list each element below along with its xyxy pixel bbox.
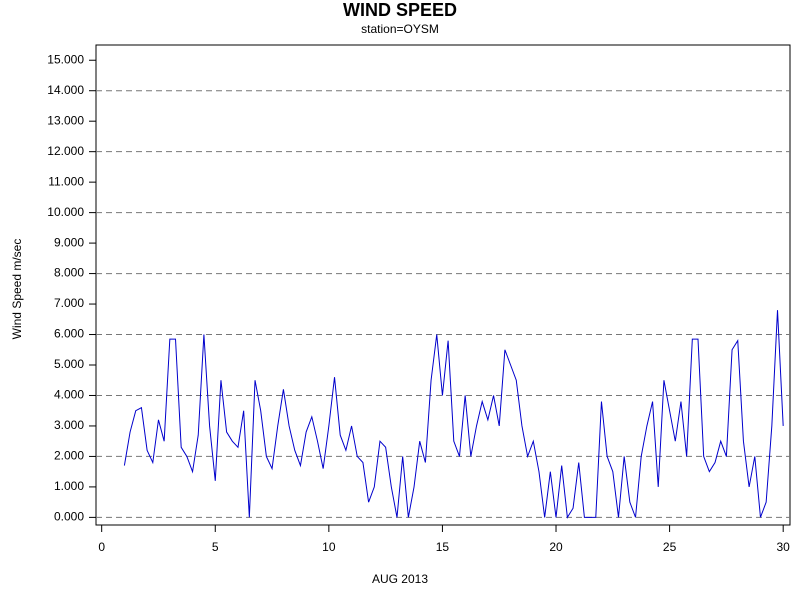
y-tick-label: 11.000 <box>48 174 84 188</box>
y-tick-label: 2.000 <box>54 449 84 463</box>
x-tick-label: 20 <box>549 540 563 554</box>
y-tick-label: 15.000 <box>47 52 84 66</box>
y-tick-label: 1.000 <box>54 479 84 493</box>
chart-subtitle: station=OYSM <box>361 22 439 36</box>
y-tick-label: 3.000 <box>54 418 84 432</box>
x-axis-label: AUG 2013 <box>372 572 428 586</box>
y-tick-label: 5.000 <box>54 357 84 371</box>
x-tick-label: 25 <box>663 540 677 554</box>
y-tick-label: 6.000 <box>54 327 84 341</box>
y-axis-label: Wind Speed m/sec <box>10 239 24 340</box>
y-tick-label: 0.000 <box>54 510 84 524</box>
y-tick-label: 13.000 <box>47 113 84 127</box>
data-line <box>123 310 784 519</box>
x-tick-label: 15 <box>436 540 450 554</box>
x-tick-label: 30 <box>777 540 791 554</box>
y-tick-label: 7.000 <box>54 296 84 310</box>
x-tick-label: 5 <box>212 540 219 554</box>
y-tick-label: 12.000 <box>47 144 84 158</box>
chart-title: WIND SPEED <box>343 0 457 20</box>
y-tick-label: 14.000 <box>47 83 84 97</box>
y-tick-label: 4.000 <box>54 388 84 402</box>
x-tick-label: 0 <box>98 540 105 554</box>
x-tick-label: 10 <box>322 540 336 554</box>
y-tick-label: 9.000 <box>54 235 84 249</box>
plot-frame <box>95 44 791 526</box>
y-tick-label: 8.000 <box>54 266 84 280</box>
y-tick-label: 10.000 <box>47 205 84 219</box>
